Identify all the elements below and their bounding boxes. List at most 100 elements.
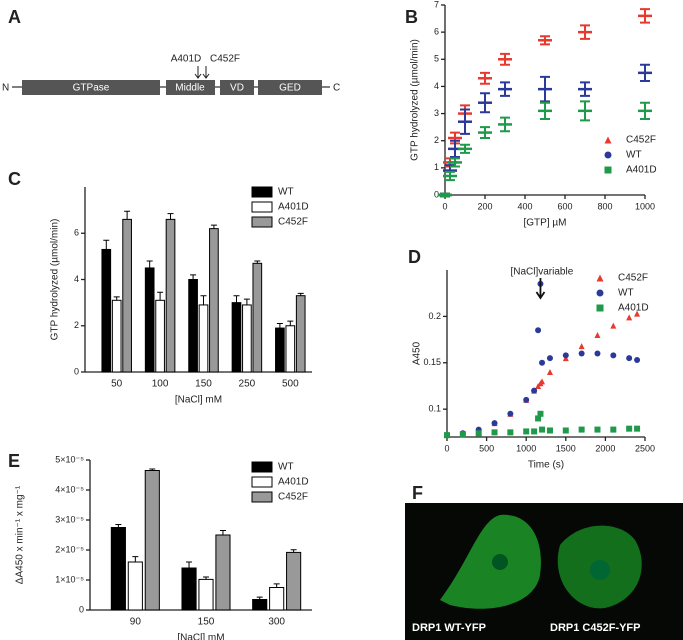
y-tick-label: 1: [434, 162, 439, 172]
bar: [144, 470, 160, 611]
x-tick-label: 250: [239, 379, 256, 390]
marker: [596, 274, 604, 282]
marker: [459, 431, 466, 438]
y-tick-label: 2×10⁻⁵: [55, 544, 84, 554]
x-tick-label: 300: [268, 617, 285, 628]
legend-label: WT: [278, 187, 294, 198]
marker: [507, 429, 514, 436]
error-bar: [210, 224, 217, 229]
bar: [231, 302, 242, 373]
legend-label: A401D: [626, 165, 657, 176]
error-bar: [103, 239, 110, 250]
y-tick-label: 0.2: [428, 311, 441, 321]
cell: [440, 514, 541, 609]
panel-a: A N C GTPase Middle VD GED A401D C452F: [2, 7, 340, 95]
legend-label: C452F: [618, 273, 648, 284]
y-tick-label: 7: [434, 0, 439, 9]
legend-label: WT: [278, 462, 294, 473]
marker: [535, 327, 542, 334]
y-tick-label: 6: [74, 228, 79, 238]
marker: [604, 151, 612, 159]
mutation-label: C452F: [210, 54, 240, 65]
error-bar: [190, 274, 197, 280]
chart-panel: C 0 2 4 6 GTP hydrolyzed (µmol/min) [NaCl] mM 5…: [8, 169, 312, 406]
marker: [578, 350, 585, 357]
marker: [634, 425, 641, 432]
bar: [252, 599, 268, 611]
panel-f: F DRP1 WT-YFP DRP1 C452F-YFP: [405, 483, 683, 640]
domain-box: [22, 80, 160, 95]
domain-label: Middle: [175, 83, 205, 94]
error-bar: [219, 530, 226, 535]
error-bar: [273, 583, 280, 588]
nucleus: [590, 560, 610, 580]
x-tick-label: 1500: [556, 443, 576, 453]
marker: [546, 355, 553, 362]
x-tick-label: 50: [111, 379, 123, 390]
marker: [604, 136, 612, 144]
error-bar: [243, 298, 250, 305]
y-axis-label: A450: [412, 341, 423, 365]
bar: [269, 587, 285, 611]
marker: [578, 343, 585, 350]
c-terminus: C: [333, 83, 340, 94]
error-bar: [124, 210, 131, 220]
x-tick-label: 400: [517, 201, 532, 211]
nucleus: [492, 554, 508, 570]
x-tick-label: 0: [442, 201, 447, 211]
error-bar: [254, 260, 261, 264]
domain-label: VD: [230, 83, 244, 94]
marker: [537, 410, 544, 417]
mutation-label: A401D: [171, 54, 202, 65]
legend-label: C452F: [626, 135, 656, 146]
bar: [209, 228, 219, 373]
bar: [165, 218, 176, 373]
bar: [127, 561, 143, 611]
x-tick-label: 100: [152, 379, 169, 390]
error-bar: [287, 320, 294, 326]
x-tick-label: 2500: [635, 443, 655, 453]
marker: [594, 331, 601, 338]
legend-label: C452F: [278, 217, 308, 228]
error-bar: [297, 292, 304, 296]
legend-swatch: [251, 201, 273, 213]
n-terminus: N: [2, 83, 9, 94]
marker: [596, 304, 604, 312]
domain-box: [220, 80, 254, 95]
bar: [252, 262, 263, 373]
panel-letter: B: [405, 7, 418, 27]
bar: [181, 567, 197, 611]
bar: [188, 279, 198, 373]
bar: [242, 304, 252, 373]
legend-swatch: [251, 461, 273, 473]
y-tick-label: 0: [79, 604, 84, 614]
marker: [523, 428, 530, 435]
domain-box: [166, 80, 215, 95]
marker: [562, 352, 569, 359]
marker: [610, 322, 617, 329]
annotation: [NaCl]variable: [510, 267, 573, 278]
marker: [539, 378, 546, 385]
marker: [546, 427, 553, 434]
marker: [475, 430, 482, 437]
y-tick-label: 3×10⁻⁵: [55, 514, 84, 524]
error-bar: [200, 295, 207, 305]
error-bar: [149, 468, 156, 471]
marker: [531, 387, 538, 394]
x-axis-label: [NaCl] mM: [177, 633, 224, 640]
panel-letter: A: [8, 7, 21, 27]
marker: [634, 310, 641, 317]
y-tick-label: 4: [74, 274, 79, 284]
bar: [215, 534, 231, 611]
marker: [444, 432, 450, 439]
chart-panel: D 0.1 0.15 0.2 A450 Time (s) 0 500 1000 1500 2000 2…: [408, 247, 655, 471]
legend-label: WT: [618, 288, 634, 299]
marker: [594, 426, 601, 433]
y-tick-label: 0: [74, 366, 79, 376]
y-tick-label: 6: [434, 27, 439, 37]
y-tick-label: 3: [434, 108, 439, 118]
x-tick-label: 800: [597, 201, 612, 211]
bar: [198, 304, 209, 373]
marker: [578, 426, 585, 433]
x-tick-label: 2000: [595, 443, 615, 453]
